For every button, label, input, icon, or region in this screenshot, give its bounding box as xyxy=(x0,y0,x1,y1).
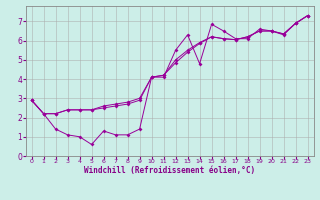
X-axis label: Windchill (Refroidissement éolien,°C): Windchill (Refroidissement éolien,°C) xyxy=(84,166,255,175)
